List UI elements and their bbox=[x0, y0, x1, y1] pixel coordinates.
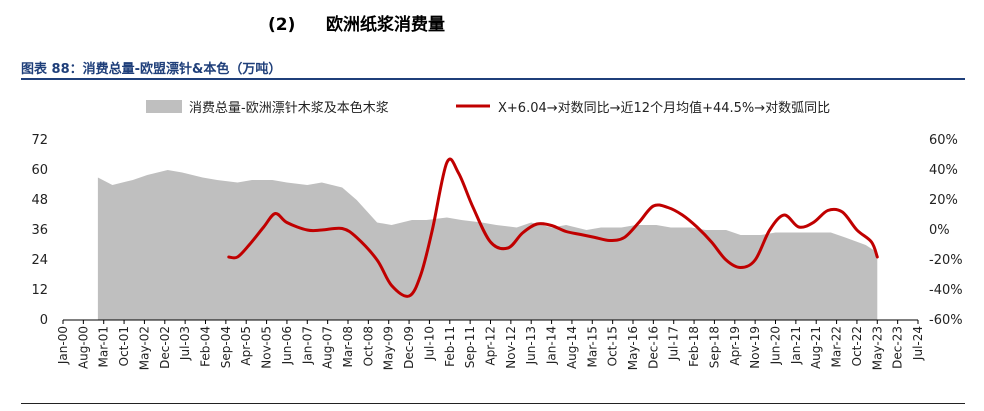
x-tick-label: Aug-07 bbox=[321, 326, 335, 369]
x-tick-label: Oct-22 bbox=[850, 326, 864, 366]
section-heading: (2) 欧洲纸浆消费量 bbox=[268, 10, 445, 35]
x-tick-label: May-09 bbox=[382, 326, 396, 370]
y2-tick-label: 20% bbox=[929, 193, 958, 208]
x-tick-label: Jun-20 bbox=[769, 326, 783, 365]
x-tick-label: Jul-10 bbox=[422, 326, 436, 361]
consumption-area bbox=[97, 170, 878, 320]
legend-line-label: X+6.04→对数同比→近12个月均值+44.5%→对数弧同比 bbox=[498, 100, 830, 116]
x-tick-label: May-16 bbox=[626, 326, 640, 370]
x-tick-label: Sep-11 bbox=[463, 326, 477, 368]
figure-title-rule bbox=[21, 78, 965, 80]
x-tick-label: Apr-05 bbox=[239, 326, 253, 366]
x-tick-label: Mar-15 bbox=[585, 326, 599, 367]
x-tick-label: Nov-05 bbox=[260, 326, 274, 369]
x-tick-label: Oct-08 bbox=[361, 326, 375, 366]
x-tick-label: Aug-21 bbox=[809, 326, 823, 369]
x-tick-label: Jan-00 bbox=[56, 326, 70, 365]
x-tick-label: Nov-19 bbox=[748, 326, 762, 369]
x-tick-label: Jul-17 bbox=[667, 326, 681, 361]
section-number: (2) bbox=[268, 15, 296, 35]
y-tick-label: 24 bbox=[31, 253, 48, 268]
y2-tick-label: 60% bbox=[929, 133, 958, 148]
x-tick-label: Apr-12 bbox=[484, 326, 498, 366]
x-tick-label: Aug-00 bbox=[76, 326, 90, 369]
y2-tick-label: -20% bbox=[929, 253, 963, 268]
x-tick-label: Feb-04 bbox=[199, 326, 213, 367]
y-tick-label: 72 bbox=[31, 133, 48, 148]
x-tick-label: Oct-01 bbox=[117, 326, 131, 366]
x-tick-label: Dec-23 bbox=[891, 326, 905, 369]
x-tick-label: Sep-18 bbox=[707, 326, 721, 368]
section-title: 欧洲纸浆消费量 bbox=[326, 15, 445, 35]
legend: 消费总量-欧洲漂针木浆及本色木浆 X+6.04→对数同比→近12个月均值+44.… bbox=[146, 100, 830, 116]
x-tick-label: Oct-15 bbox=[606, 326, 620, 366]
x-tick-label: Dec-02 bbox=[158, 326, 172, 369]
x-tick-label: May-23 bbox=[870, 326, 884, 370]
x-tick-label: Mar-08 bbox=[341, 326, 355, 367]
legend-area-label: 消费总量-欧洲漂针木浆及本色木浆 bbox=[189, 100, 389, 116]
x-tick-label: Mar-22 bbox=[830, 326, 844, 367]
bottom-rule bbox=[21, 403, 965, 404]
x-tick-label: Sep-04 bbox=[219, 326, 233, 368]
x-tick-label: Jan-21 bbox=[789, 326, 803, 365]
figure-title: 图表 88：消费总量-欧盟漂针&本色（万吨） bbox=[21, 62, 282, 77]
y-tick-label: 60 bbox=[31, 163, 48, 178]
y2-tick-label: -60% bbox=[929, 313, 963, 328]
x-tick-label: Mar-01 bbox=[97, 326, 111, 367]
y-tick-label: 48 bbox=[31, 193, 48, 208]
plot-area bbox=[97, 157, 879, 320]
y2-tick-label: -40% bbox=[929, 283, 963, 298]
x-tick-label: Dec-09 bbox=[402, 326, 416, 369]
y2-tick-label: 40% bbox=[929, 163, 958, 178]
x-tick-label: Jul-03 bbox=[178, 326, 192, 361]
x-tick-label: May-02 bbox=[137, 326, 151, 370]
y-tick-label: 12 bbox=[31, 283, 48, 298]
x-tick-label: Jan-07 bbox=[300, 326, 314, 365]
x-tick-label: Feb-11 bbox=[443, 326, 457, 367]
axes: 0 12 24 36 48 60 72 -60% -40% -20% 0% 20% 40% 60% Jan-… bbox=[31, 133, 962, 370]
x-tick-label: Jul-24 bbox=[911, 326, 925, 361]
y-tick-label: 0 bbox=[40, 313, 48, 328]
x-tick-label: Jun-13 bbox=[524, 326, 538, 365]
y2-tick-label: 0% bbox=[929, 223, 950, 238]
x-tick-label: Nov-12 bbox=[504, 326, 518, 369]
x-tick-label: Feb-18 bbox=[687, 326, 701, 367]
x-tick-label: Jun-06 bbox=[280, 326, 294, 365]
legend-area-swatch bbox=[146, 100, 182, 113]
x-tick-label: Jan-14 bbox=[545, 326, 559, 365]
yoy-line bbox=[227, 157, 879, 298]
x-tick-label: Dec-16 bbox=[646, 326, 660, 369]
y-tick-label: 36 bbox=[31, 223, 48, 238]
x-tick-label: Apr-19 bbox=[728, 326, 742, 366]
x-tick-label: Aug-14 bbox=[565, 326, 579, 369]
